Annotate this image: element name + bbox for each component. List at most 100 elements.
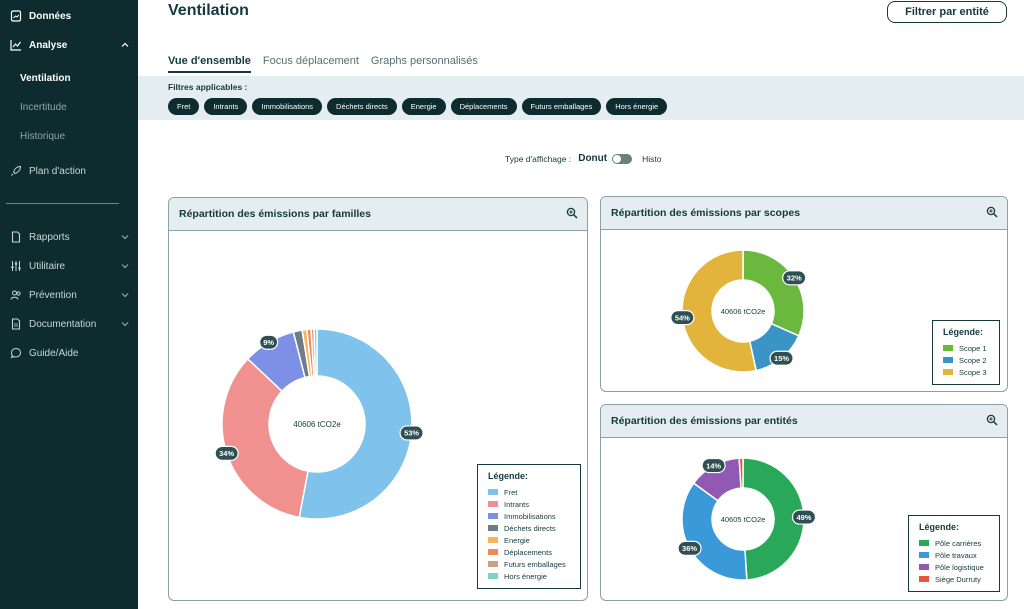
legend-swatch xyxy=(943,357,953,363)
sidebar-item-rapports[interactable]: Rapports xyxy=(10,231,130,243)
legend-title: Légende: xyxy=(488,471,529,481)
data-label: 34% xyxy=(219,449,234,458)
data-label: 54% xyxy=(675,313,690,322)
tab-custom-graphs[interactable]: Graphs personnalisés xyxy=(370,55,478,67)
zoom-icon[interactable] xyxy=(986,206,998,218)
sidebar-item-donnees[interactable]: Données xyxy=(10,10,130,22)
display-type-label: Type d'affichage : xyxy=(505,153,572,164)
legend-label: Déplacements xyxy=(504,547,552,557)
card-title: Répartition des émissions par scopes xyxy=(611,207,801,219)
donut-center-label: 40606 tCO2e xyxy=(721,307,766,316)
display-type-toggle[interactable] xyxy=(612,153,633,164)
legend-item: Immobilisations xyxy=(488,510,570,522)
chart-card-entites: 49% 36% 14% 40605 tCO2e Répartition des émi… xyxy=(600,404,1008,601)
tab-overview[interactable]: Vue d'ensemble xyxy=(168,55,251,73)
donut-slice[interactable] xyxy=(681,482,748,581)
legend-label: Pôle travaux xyxy=(935,550,977,560)
filter-label: Filtres applicables : xyxy=(168,82,248,92)
zoom-icon[interactable] xyxy=(986,414,998,426)
sidebar-item-prevention[interactable]: Prévention xyxy=(10,289,130,301)
chevron-down-icon[interactable] xyxy=(120,319,130,329)
sidebar-item-label: Plan d'action xyxy=(29,165,86,177)
chevron-down-icon[interactable] xyxy=(120,261,130,271)
card-header: Répartition des émissions par entités xyxy=(601,405,1007,438)
filter-chip[interactable]: Immobilisations xyxy=(252,98,323,115)
file-icon xyxy=(10,231,22,243)
sidebar-item-label: Rapports xyxy=(29,231,70,243)
display-type-histo: Histo xyxy=(642,153,662,164)
tabs: Vue d'ensemble Focus déplacement Graphs … xyxy=(168,55,478,73)
filter-chip[interactable]: Hors énergie xyxy=(606,98,668,115)
sidebar-subitem-ventilation[interactable]: Ventilation xyxy=(20,73,71,84)
legend-swatch xyxy=(943,369,953,375)
data-label: 15% xyxy=(774,354,789,363)
filter-entity-button[interactable]: Filtrer par entité xyxy=(887,1,1007,23)
legend-title: Légende: xyxy=(919,522,960,532)
sidebar-divider xyxy=(6,203,119,204)
sidebar-item-label: Analyse xyxy=(29,39,68,51)
legend-swatch xyxy=(488,525,498,531)
data-label: 49% xyxy=(796,513,811,522)
legend: Légende: Fret Intrants Immobilisations D… xyxy=(477,464,581,589)
donut-slice[interactable] xyxy=(742,457,805,581)
sidebar-item-label: Documentation xyxy=(29,318,97,330)
data-label: 9% xyxy=(263,338,274,347)
sidebar-item-label: Données xyxy=(29,10,72,22)
data-label-bg xyxy=(791,509,817,525)
sidebar-item-guide[interactable]: Guide/Aide xyxy=(10,347,130,359)
chart-scopes: 32% 15% 54% 40606 tCO2e xyxy=(670,249,807,373)
donut-slice[interactable] xyxy=(681,249,758,373)
tab-focus-deplacement[interactable]: Focus déplacement xyxy=(262,55,359,67)
data-label-bg xyxy=(782,270,807,286)
chart-card-scopes: 32% 15% 54% 40606 tCO2e Répartition des émi… xyxy=(600,196,1008,392)
chart-line-icon xyxy=(10,39,22,51)
sidebar-item-documentation[interactable]: Documentation xyxy=(10,318,130,330)
users-icon xyxy=(10,289,22,301)
display-type-switch: Type d'affichage : Donut Histo xyxy=(505,153,661,164)
filter-chip[interactable]: Energie xyxy=(401,98,446,115)
toggle-knob xyxy=(613,154,622,163)
card-title: Répartition des émissions par entités xyxy=(611,415,798,427)
legend: Légende: Scope 1 Scope 2 Scope 3 xyxy=(932,320,1000,385)
legend-item: Pôle logistique xyxy=(919,561,989,573)
sidebar-item-plan-action[interactable]: Plan d'action xyxy=(10,165,130,177)
legend-swatch xyxy=(488,561,498,567)
sidebar-item-analyse[interactable]: Analyse xyxy=(10,39,130,51)
legend-item: Intrants xyxy=(488,498,570,510)
zoom-icon[interactable] xyxy=(566,207,578,219)
donut-slice[interactable] xyxy=(742,249,805,337)
sidebar-item-utilitaire[interactable]: Utilitaire xyxy=(10,260,130,272)
legend-label: Immobilisations xyxy=(504,511,556,521)
filter-chip[interactable]: Déplacements xyxy=(450,98,517,115)
chevron-down-icon[interactable] xyxy=(120,232,130,242)
sidebar-subitem-historique[interactable]: Historique xyxy=(20,131,66,142)
donut-slice[interactable] xyxy=(221,357,309,519)
legend-label: Energie xyxy=(504,535,530,545)
sidebar-subitem-incertitude[interactable]: Incertitude xyxy=(20,102,67,113)
sidebar: Données Analyse Ventilation Incertitude … xyxy=(0,0,138,609)
chat-icon xyxy=(10,347,22,359)
filter-chip[interactable]: Fret xyxy=(168,98,200,115)
legend-label: Siège Durruty xyxy=(935,574,981,584)
chevron-up-icon[interactable] xyxy=(120,40,130,50)
filter-chip[interactable]: Déchets directs xyxy=(327,98,397,115)
document-icon xyxy=(10,318,22,330)
filter-chips: Fret Intrants Immobilisations Déchets di… xyxy=(168,98,668,115)
legend-swatch xyxy=(488,501,498,507)
filter-chip[interactable]: Futurs emballages xyxy=(521,98,602,115)
filter-bar: Filtres applicables : Fret Intrants Immo… xyxy=(138,76,1024,120)
donut-slice[interactable] xyxy=(298,328,413,520)
legend-swatch xyxy=(919,552,929,558)
chevron-down-icon[interactable] xyxy=(120,290,130,300)
rocket-icon xyxy=(10,165,22,177)
legend-label: Scope 1 xyxy=(959,343,987,353)
sliders-icon xyxy=(10,260,22,272)
page-title: Ventilation xyxy=(168,2,249,19)
donut-slice[interactable] xyxy=(738,457,744,489)
card-title: Répartition des émissions par familles xyxy=(179,208,371,220)
sidebar-item-label: Utilitaire xyxy=(29,260,66,272)
legend-label: Futurs emballages xyxy=(504,559,566,569)
donut-slice[interactable] xyxy=(313,328,318,377)
legend-item: Pôle carrières xyxy=(919,537,989,549)
filter-chip[interactable]: Intrants xyxy=(204,98,248,115)
